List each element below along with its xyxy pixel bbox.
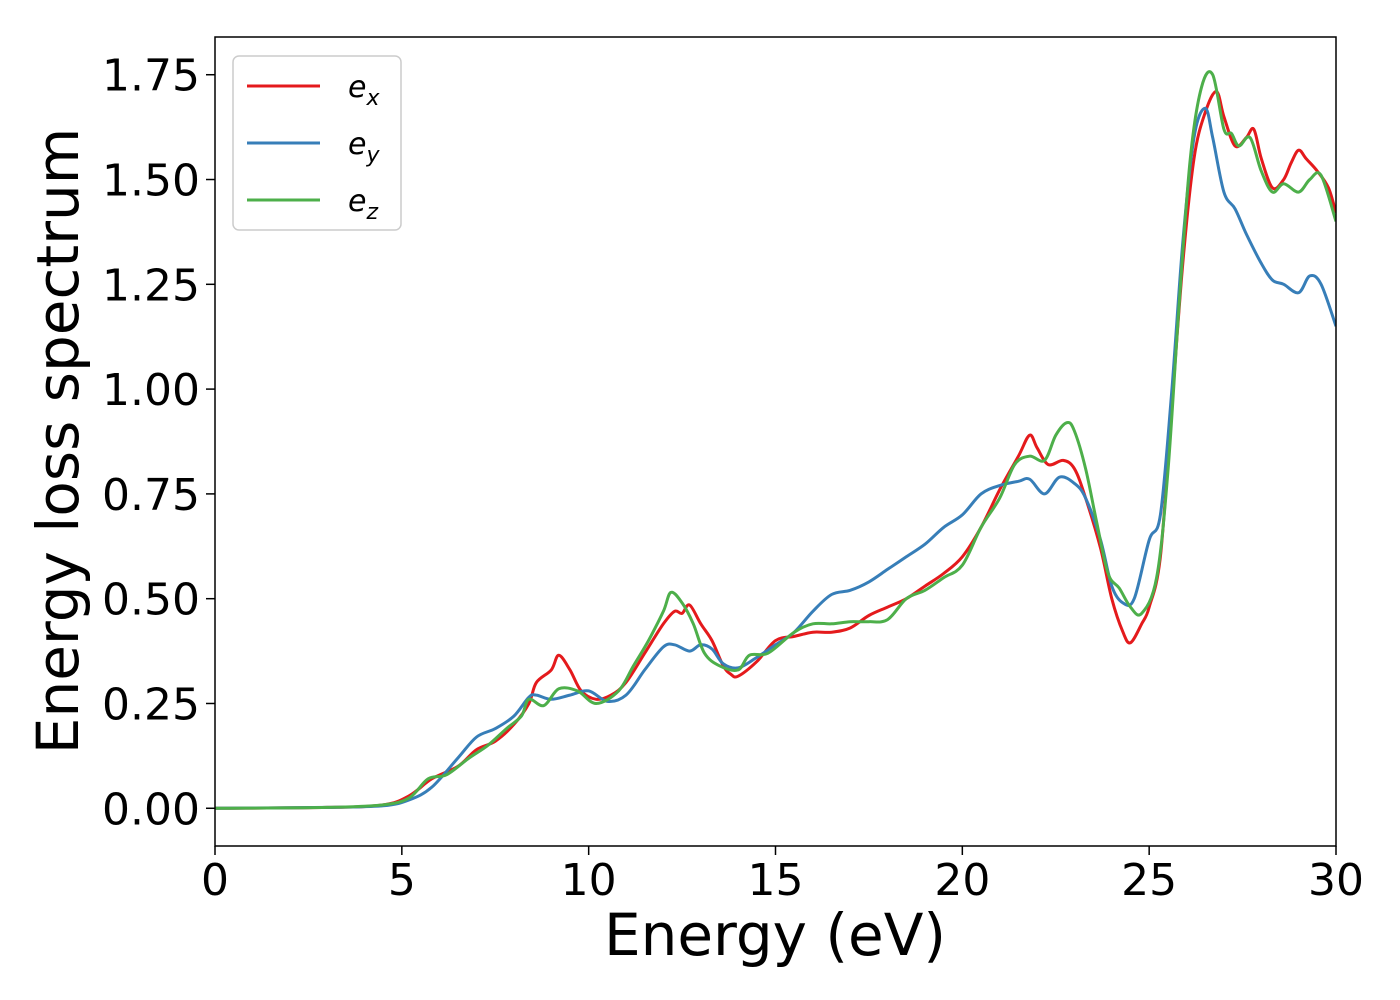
series-layer bbox=[215, 70, 1336, 810]
x-tick-label: 15 bbox=[748, 855, 804, 906]
x-tick-label: 10 bbox=[561, 855, 617, 906]
y-tick-label: 0.25 bbox=[102, 679, 200, 730]
x-tick-label: 30 bbox=[1308, 855, 1364, 906]
y-tick-label: 1.75 bbox=[102, 51, 200, 102]
y-tick-label: 0.50 bbox=[102, 575, 200, 626]
series-line-e-x bbox=[215, 90, 1336, 810]
series-line-e-z bbox=[215, 70, 1336, 810]
x-tick-label: 0 bbox=[201, 855, 229, 906]
y-axis-ticks: 0.00 0.25 0.50 0.75 1.00 1.25 1.50 1.75 bbox=[102, 51, 215, 835]
y-tick-label: 1.25 bbox=[102, 260, 200, 311]
y-tick-label: 1.00 bbox=[102, 365, 200, 416]
x-tick-label: 5 bbox=[388, 855, 416, 906]
series-line-e-y bbox=[215, 106, 1336, 810]
x-tick-label: 20 bbox=[934, 855, 990, 906]
y-tick-label: 0.75 bbox=[102, 470, 200, 521]
y-tick-label: 1.50 bbox=[102, 156, 200, 207]
y-tick-label: 0.00 bbox=[102, 784, 200, 835]
x-axis-ticks: 0 5 10 15 20 25 30 bbox=[201, 846, 1364, 906]
x-tick-label: 25 bbox=[1121, 855, 1177, 906]
x-axis-label: Energy (eV) bbox=[604, 901, 946, 969]
y-axis-label: Energy loss spectrum bbox=[24, 128, 92, 754]
